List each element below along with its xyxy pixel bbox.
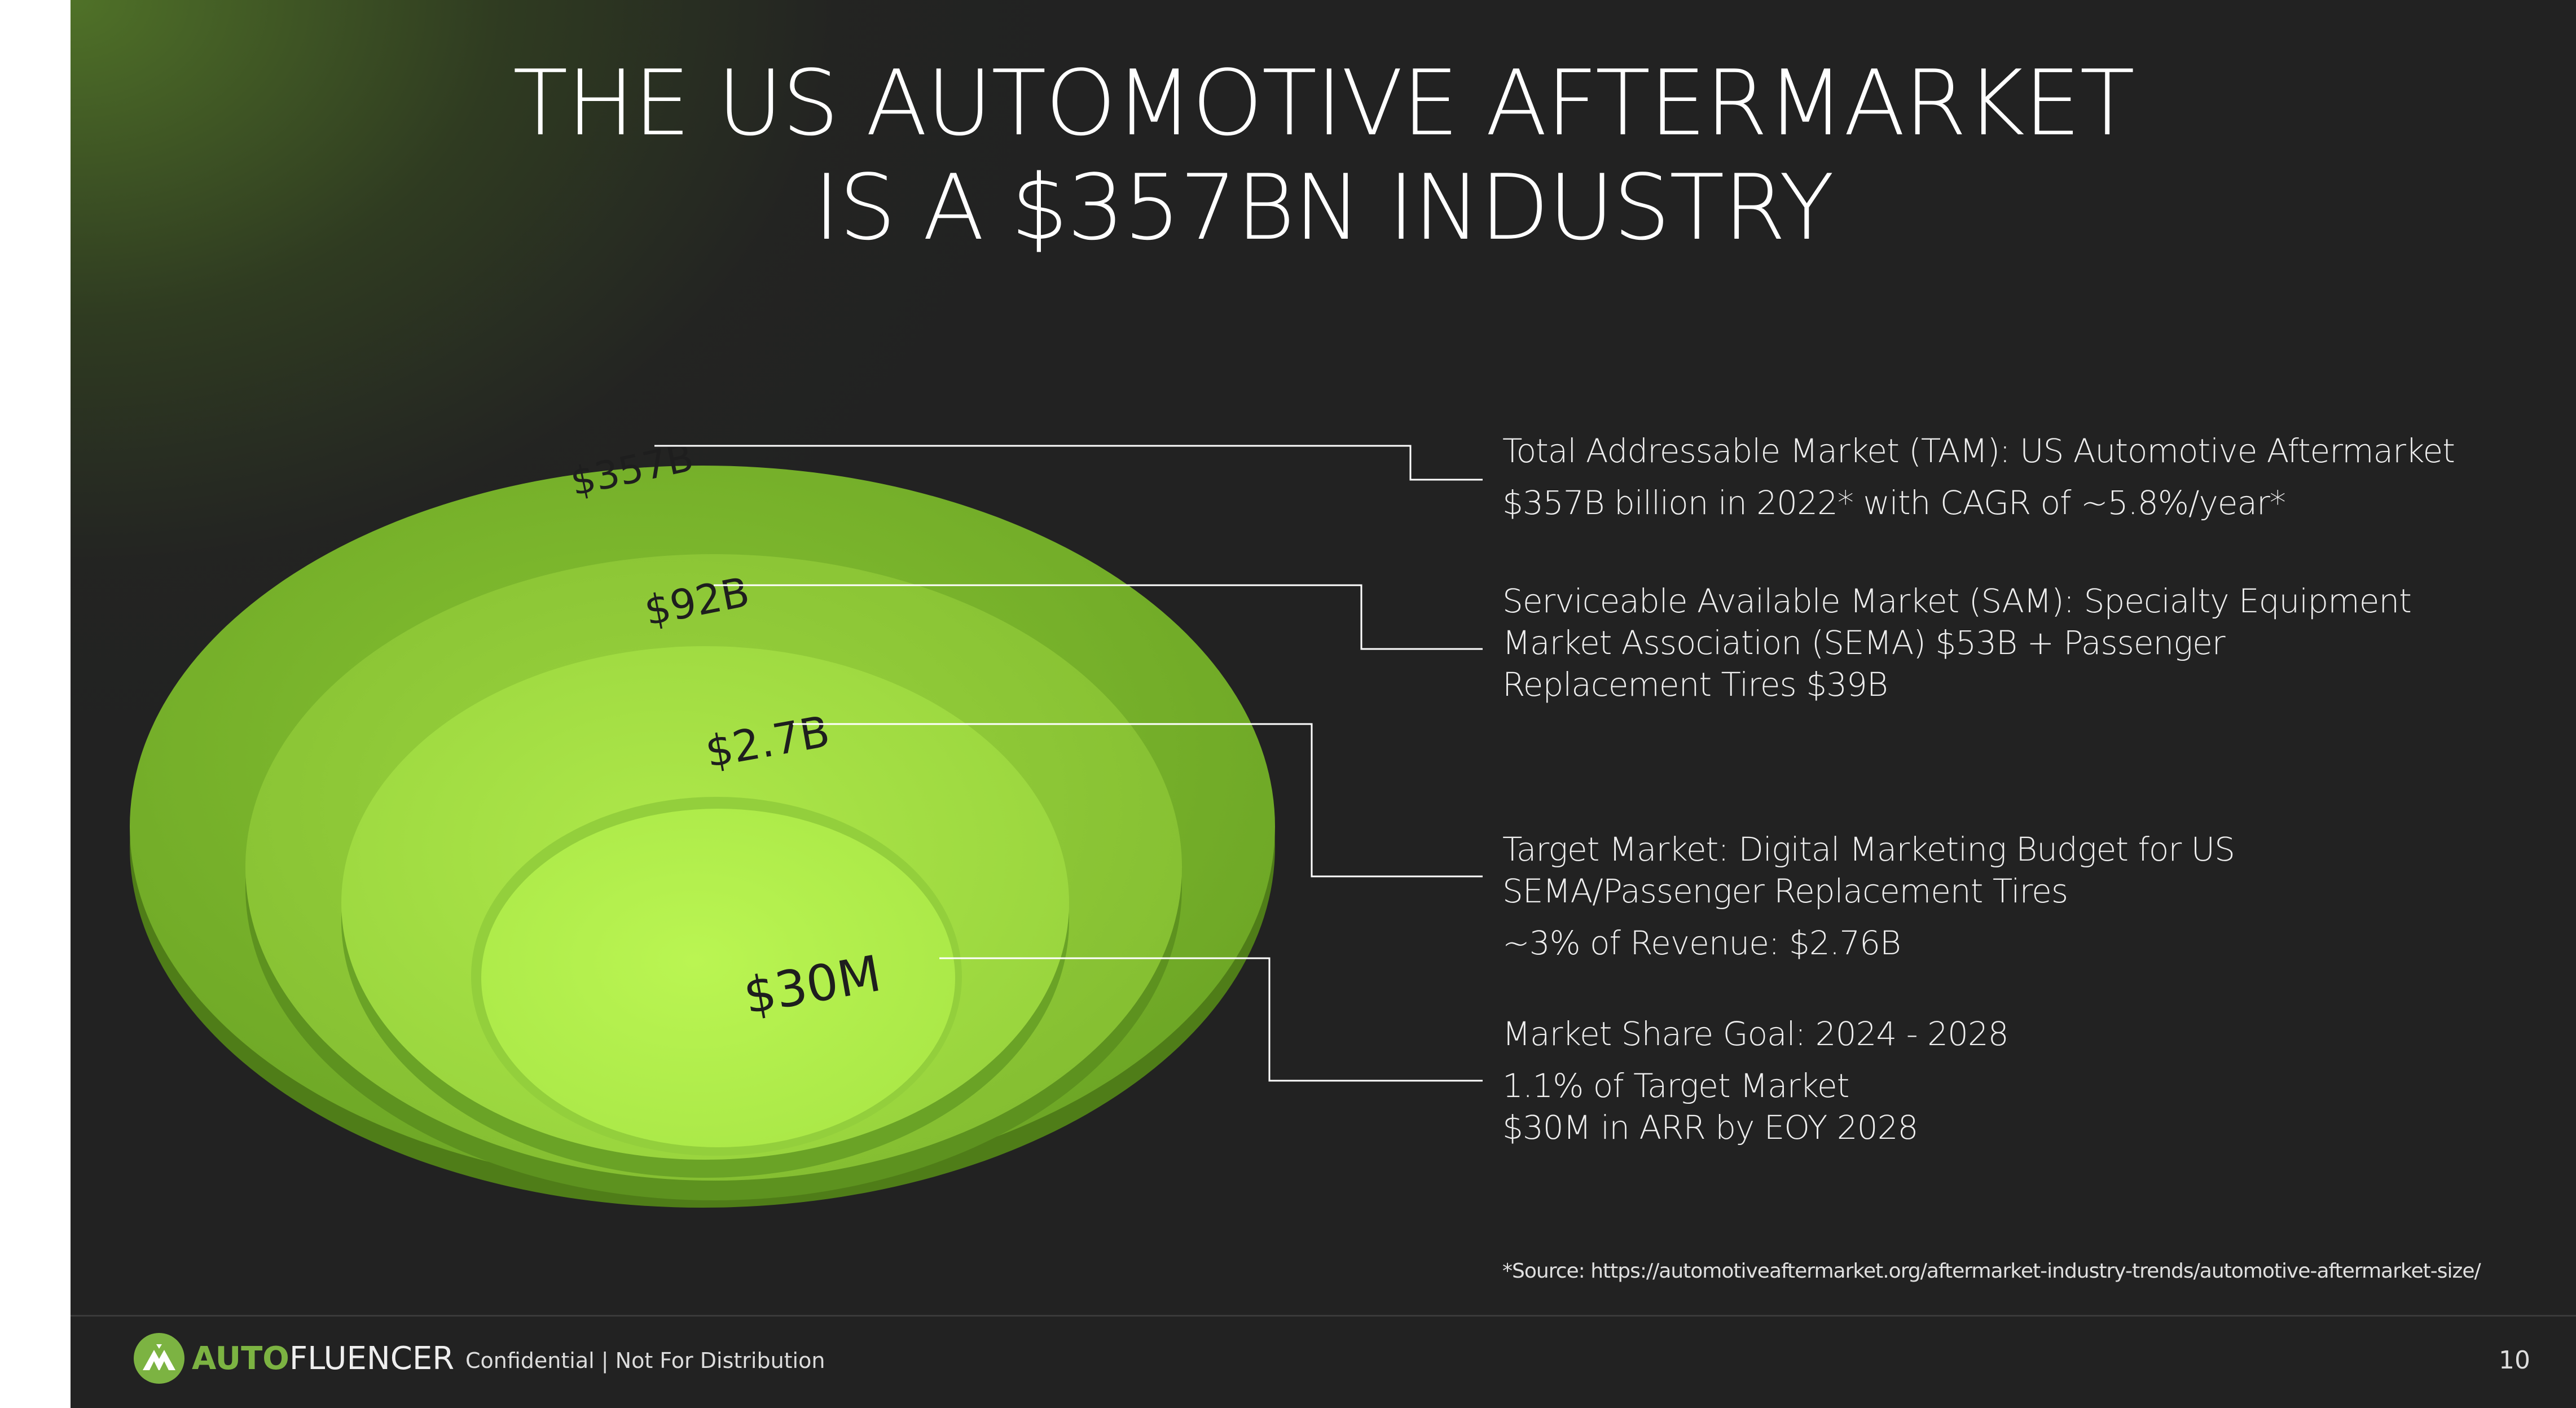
share-desc-line-3: $30M in ARR by EOY 2028 bbox=[1502, 1108, 1918, 1147]
sam-description: Serviceable Available Market (SAM): Spec… bbox=[1502, 580, 2412, 705]
tam-desc-line-2: $357B billion in 2022* with CAGR of ~5.8… bbox=[1502, 484, 2286, 522]
slide-title: THE US AUTOMOTIVE AFTERMARKET IS A $357B… bbox=[71, 51, 2576, 260]
target-desc-line-2: SEMA/Passenger Replacement Tires bbox=[1502, 872, 2068, 910]
tam-description: Total Addressable Market (TAM): US Autom… bbox=[1502, 430, 2455, 524]
target-connector bbox=[793, 723, 1483, 878]
autofluencer-logo-icon bbox=[134, 1333, 184, 1384]
brand-logo-text: AUTOFLUENCER bbox=[192, 1342, 454, 1376]
share-description: Market Share Goal: 2024 - 2028 1.1% of T… bbox=[1502, 1013, 2009, 1148]
sam-connector bbox=[714, 584, 1483, 650]
market-size-diagram: $357B $92B $2.7B $30M bbox=[130, 436, 1483, 1208]
share-desc-line-2: 1.1% of Target Market bbox=[1502, 1067, 1849, 1105]
share-connector bbox=[939, 957, 1483, 1082]
sam-desc-line-3: Replacement Tires $39B bbox=[1502, 665, 1888, 704]
share-desc-line-1: Market Share Goal: 2024 - 2028 bbox=[1502, 1015, 2009, 1053]
tam-connector bbox=[654, 445, 1483, 481]
slide: THE US AUTOMOTIVE AFTERMARKET IS A $357B… bbox=[71, 0, 2576, 1408]
target-desc-line-1: Target Market: Digital Marketing Budget … bbox=[1502, 830, 2235, 869]
footer-divider bbox=[71, 1315, 2576, 1317]
target-desc-line-3: ~3% of Revenue: $2.76B bbox=[1502, 924, 1901, 962]
brand-auto: AUTO bbox=[192, 1340, 289, 1377]
source-footnote: *Source: https://automotiveaftermarket.o… bbox=[1502, 1260, 2481, 1283]
tam-desc-line-1: Total Addressable Market (TAM): US Autom… bbox=[1502, 432, 2455, 470]
sam-desc-line-2: Market Association (SEMA) $53B + Passeng… bbox=[1502, 624, 2226, 662]
confidential-notice: Confidential | Not For Distribution bbox=[465, 1348, 825, 1373]
share-ellipse bbox=[471, 797, 962, 1156]
brand-fluencer: FLUENCER bbox=[289, 1340, 455, 1377]
sam-desc-line-1: Serviceable Available Market (SAM): Spec… bbox=[1502, 582, 2412, 620]
page-number: 10 bbox=[2499, 1346, 2530, 1375]
target-description: Target Market: Digital Marketing Budget … bbox=[1502, 828, 2235, 964]
title-line-2: IS A $357BN INDUSTRY bbox=[813, 155, 1835, 260]
title-line-1: THE US AUTOMOTIVE AFTERMARKET bbox=[512, 50, 2135, 156]
